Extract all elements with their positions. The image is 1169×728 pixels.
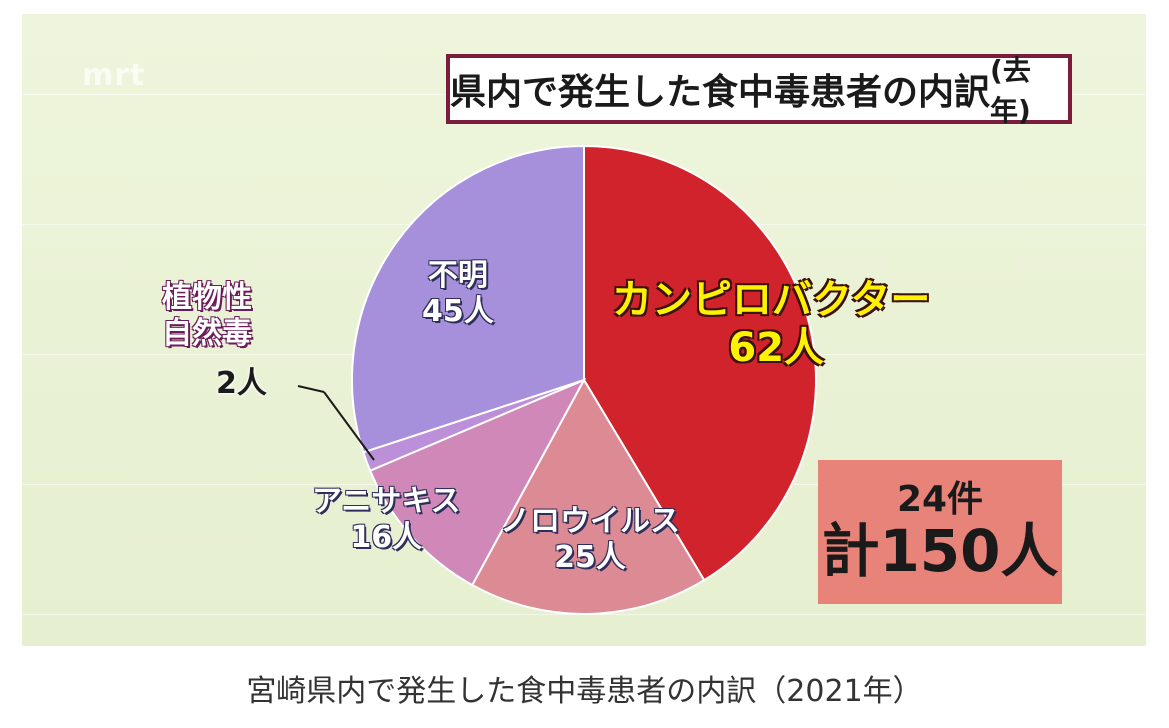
channel-watermark: mrt bbox=[82, 58, 146, 93]
label-unknown-value: 45人 bbox=[422, 294, 494, 329]
image-caption: 宮崎県内で発生した食中毒患者の内訳（2021年） bbox=[246, 674, 923, 709]
label-anisakis-value: 16人 bbox=[350, 520, 423, 555]
chart-title: 県内で発生した食中毒患者の内訳 bbox=[450, 72, 991, 113]
chart-title-box: 県内で発生した食中毒患者の内訳 (去年) bbox=[446, 54, 1072, 127]
total-cases: 24件 bbox=[896, 479, 984, 521]
chart-title-suffix: (去年) bbox=[990, 54, 1031, 127]
pie-slice-anisakis bbox=[368, 377, 587, 587]
label-campylobacter-name: カンピロバクター bbox=[612, 277, 931, 323]
label-norovirus-value: 25人 bbox=[554, 540, 626, 575]
label-anisakis: アニサキス 16人 bbox=[312, 484, 461, 556]
label-campylobacter-value: 62人 bbox=[728, 325, 825, 371]
label-campylobacter: カンピロバクター 62人 bbox=[612, 276, 930, 372]
leader-line-tail bbox=[323, 391, 375, 461]
label-unknown-name: 不明 bbox=[427, 258, 488, 293]
label-unknown: 不明 45人 bbox=[422, 258, 494, 330]
total-people: 計150人 bbox=[821, 516, 1059, 585]
leader-line bbox=[297, 385, 325, 393]
label-plant-toxin: 植物性 自然毒 bbox=[162, 280, 252, 352]
pie-slice-unknown bbox=[351, 144, 585, 454]
chart-frame: mrt 県内で発生した食中毒患者の内訳 (去年) カンピロバクター 62人 ノロウ… bbox=[22, 14, 1146, 646]
label-plant-toxin-line1: 植物性 bbox=[162, 280, 252, 315]
label-anisakis-name: アニサキス bbox=[312, 484, 461, 519]
label-norovirus-name: ノロウイルス bbox=[500, 504, 680, 539]
label-norovirus: ノロウイルス 25人 bbox=[500, 504, 680, 576]
pie-slice-campylobacter bbox=[583, 144, 817, 582]
label-plant-toxin-line2: 自然毒 bbox=[162, 316, 252, 351]
total-box: 24件 計150人 bbox=[818, 460, 1062, 604]
pie-chart bbox=[297, 144, 817, 615]
pie-slice-norovirus bbox=[470, 377, 706, 615]
label-plant-toxin-value: 2人 bbox=[216, 366, 267, 401]
